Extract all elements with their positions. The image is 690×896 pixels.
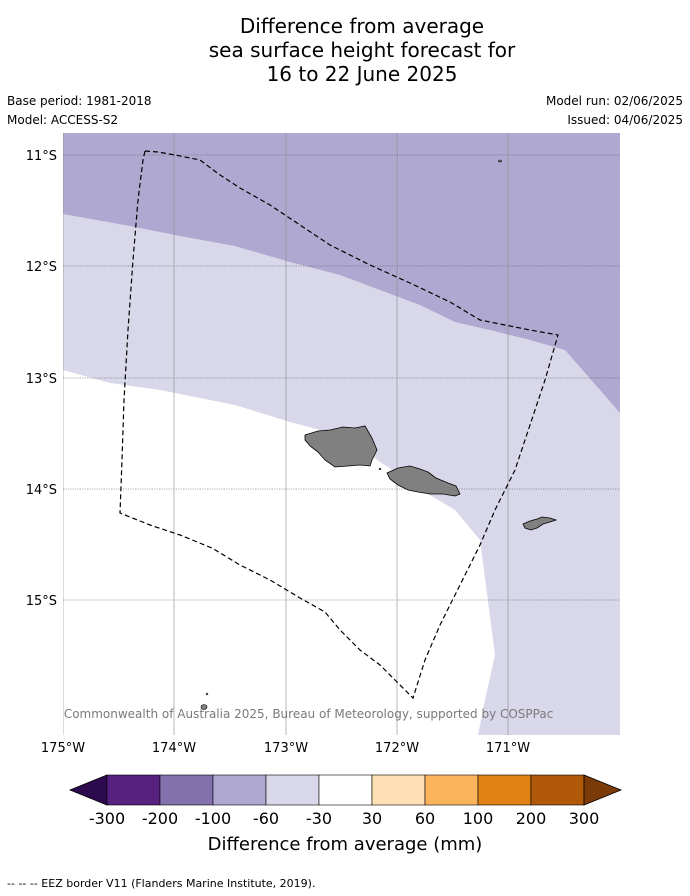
colorbar-tick: -60 xyxy=(253,809,279,828)
lon-label-172w: 172°W xyxy=(375,741,419,756)
colorbar-cell-8 xyxy=(477,774,532,806)
colorbar-tick: 60 xyxy=(415,809,435,828)
title-line-3: 16 to 22 June 2025 xyxy=(266,62,458,86)
colorbar-tick: -200 xyxy=(142,809,178,828)
colorbar-tick: 30 xyxy=(362,809,382,828)
colorbar-cell-2 xyxy=(159,774,214,806)
lon-gridlines xyxy=(63,133,509,735)
meta-left: Base period: 1981-2018 Model: ACCESS-S2 xyxy=(7,94,152,132)
colorbar-tick: -100 xyxy=(195,809,231,828)
colorbar: -300 -200 -100 -60 -30 30 60 100 200 300… xyxy=(68,774,623,855)
colorbar-cell-9 xyxy=(530,774,585,806)
colorbar-cell-1 xyxy=(106,774,161,806)
lat-label-14s: 14°S xyxy=(26,483,57,498)
map-title: Difference from average sea surface heig… xyxy=(0,14,690,86)
colorbar-cell-6 xyxy=(371,774,426,806)
colorbar-cell-5 xyxy=(318,774,373,806)
copyright-notice: © Commonwealth of Australia 2025, Bureau… xyxy=(48,707,553,721)
upolu-island xyxy=(386,465,461,497)
lat-labels: 11°S 12°S 13°S 14°S 15°S xyxy=(26,149,57,609)
savaii-island xyxy=(304,425,378,468)
colorbar-tick: 100 xyxy=(463,809,494,828)
lon-label-173w: 173°W xyxy=(264,741,308,756)
model-name: Model: ACCESS-S2 xyxy=(7,113,119,127)
colorbar-cell-3 xyxy=(212,774,267,806)
issued-date: Issued: 04/06/2025 xyxy=(567,113,683,127)
lat-label-12s: 12°S xyxy=(26,260,57,275)
colorbar-tick: -30 xyxy=(306,809,332,828)
lon-label-175w: 175°W xyxy=(41,741,85,756)
lat-label-15s: 15°S xyxy=(26,594,57,609)
colorbar-high-arrow xyxy=(583,774,623,806)
colorbar-tick: 300 xyxy=(569,809,600,828)
wallis-islet xyxy=(205,692,209,696)
eez-border xyxy=(119,150,559,700)
colorbar-label: Difference from average (mm) xyxy=(208,834,483,855)
title-line-2: sea surface height forecast for xyxy=(208,38,516,62)
colorbar-tick: -300 xyxy=(89,809,125,828)
model-run: Model run: 02/06/2025 xyxy=(545,94,683,108)
lat-label-11s: 11°S xyxy=(26,149,57,164)
colorbar-low-arrow xyxy=(68,774,108,806)
lat-label-13s: 13°S xyxy=(26,372,57,387)
lat-gridlines xyxy=(63,154,620,601)
wallis-island xyxy=(200,704,208,710)
manono-islet xyxy=(378,467,382,471)
colorbar-cell-7 xyxy=(424,774,479,806)
colorbar-tick: 200 xyxy=(516,809,547,828)
title-line-1: Difference from average xyxy=(239,14,485,38)
colorbar-ticks: -300 -200 -100 -60 -30 30 60 100 200 300 xyxy=(89,809,599,828)
lon-labels: 175°W 174°W 173°W 172°W 171°W xyxy=(41,741,530,756)
lon-label-171w: 171°W xyxy=(486,741,530,756)
base-period: Base period: 1981-2018 xyxy=(7,94,152,108)
meta-right: Model run: 02/06/2025 Issued: 04/06/2025 xyxy=(546,94,683,132)
colorbar-cells xyxy=(106,774,585,806)
colorbar-cell-4 xyxy=(265,774,320,806)
tutuila-island xyxy=(522,516,558,531)
map-area: © Commonwealth of Australia 2025, Bureau… xyxy=(48,133,620,735)
eez-footnote: -- -- -- EEZ border V11 (Flanders Marine… xyxy=(7,877,316,890)
lon-label-174w: 174°W xyxy=(152,741,196,756)
anomaly-region-minus60 xyxy=(63,133,620,413)
swains-island xyxy=(498,159,502,163)
